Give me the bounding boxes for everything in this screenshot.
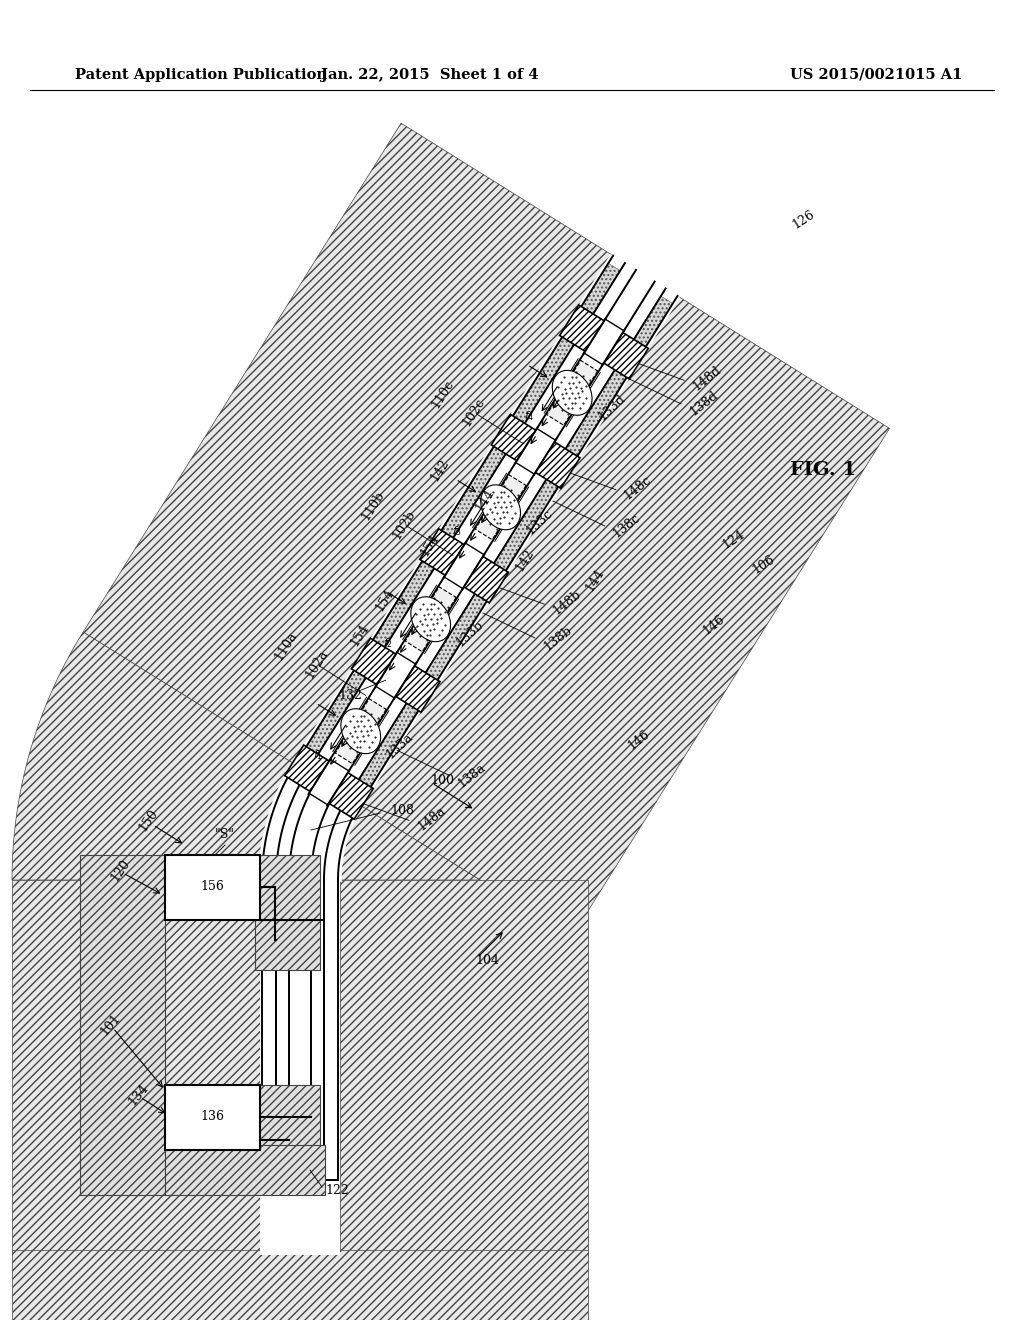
Polygon shape [83,123,611,763]
Text: $f_1$: $f_1$ [312,748,323,762]
Bar [80,855,165,1195]
Polygon shape [12,632,294,880]
Text: FIG. 1: FIG. 1 [790,461,856,479]
Text: 136: 136 [200,1110,224,1123]
Text: 146: 146 [625,727,652,752]
Text: 122: 122 [325,1184,349,1196]
Text: $f_4$: $f_4$ [524,409,535,424]
Ellipse shape [341,709,381,754]
Text: 144: 144 [583,566,607,594]
Text: 133c: 133c [524,507,555,537]
Ellipse shape [480,484,520,529]
Bar [255,920,319,970]
Text: 104: 104 [475,953,499,966]
Text: 133a: 133a [384,730,416,762]
Polygon shape [370,548,442,652]
Text: 110c: 110c [429,378,457,411]
Text: 150: 150 [136,807,160,833]
Polygon shape [632,296,673,350]
Text: 110b: 110b [358,488,387,523]
Polygon shape [12,880,260,1255]
Text: 154: 154 [418,532,441,558]
Bar [165,1085,260,1150]
Polygon shape [492,414,580,488]
Polygon shape [352,693,425,797]
Text: 134: 134 [125,1081,151,1109]
Text: 148d: 148d [690,363,723,393]
Text: 148c: 148c [622,473,654,503]
Polygon shape [580,263,621,317]
Text: 154: 154 [348,622,372,648]
Text: 142: 142 [428,457,452,483]
Text: 138d: 138d [687,389,720,418]
Text: US 2015/0021015 A1: US 2015/0021015 A1 [790,69,963,82]
Text: Jan. 22, 2015  Sheet 1 of 4: Jan. 22, 2015 Sheet 1 of 4 [322,69,539,82]
Polygon shape [300,660,372,764]
Text: 101: 101 [97,1011,123,1039]
Polygon shape [361,297,890,937]
Text: 142: 142 [513,546,537,574]
Text: 126: 126 [790,209,817,232]
Text: 108: 108 [390,804,414,817]
Polygon shape [309,759,349,805]
Ellipse shape [411,597,451,642]
Text: Patent Application Publication: Patent Application Publication [75,69,327,82]
Text: 124: 124 [720,528,748,552]
Text: 132: 132 [339,689,362,702]
Polygon shape [376,652,416,698]
Polygon shape [439,437,512,540]
Polygon shape [510,325,582,429]
Polygon shape [340,805,480,880]
Polygon shape [493,469,564,573]
Text: 106: 106 [750,553,777,577]
Bar [165,1144,325,1195]
Text: 133b: 133b [454,618,486,649]
Polygon shape [420,529,508,603]
Polygon shape [340,880,588,1255]
Text: 102c: 102c [460,396,487,429]
Polygon shape [293,253,680,807]
Polygon shape [351,639,440,713]
Text: 156: 156 [200,880,224,894]
Text: 100: 100 [430,774,454,787]
Polygon shape [335,698,386,764]
Text: 148a: 148a [415,804,447,833]
Polygon shape [444,543,484,589]
Polygon shape [562,358,635,461]
Text: 120: 120 [108,857,132,883]
Text: 144: 144 [473,486,497,513]
Polygon shape [406,587,456,652]
Text: 146: 146 [700,612,727,638]
Polygon shape [516,429,556,474]
Bar [165,855,260,920]
Polygon shape [285,744,374,820]
Text: "S": "S" [215,829,234,842]
Polygon shape [423,581,495,685]
Polygon shape [12,1250,588,1320]
Text: 102a: 102a [303,647,331,681]
Text: 133d: 133d [595,392,628,424]
Ellipse shape [552,371,592,416]
Text: $f_2$: $f_2$ [383,636,392,649]
Polygon shape [547,360,598,425]
Polygon shape [475,475,526,540]
Text: 148b: 148b [550,587,584,618]
Text: 138a: 138a [455,760,487,791]
Polygon shape [560,305,648,379]
Text: 110a: 110a [271,630,299,663]
Text: 102b: 102b [390,507,418,541]
Text: 138b: 138b [541,623,574,653]
Bar [255,855,319,920]
Text: 154: 154 [373,586,397,614]
Text: $f_3$: $f_3$ [453,524,463,539]
Bar [255,1085,319,1150]
Polygon shape [584,319,624,364]
Text: 138c: 138c [610,511,643,541]
